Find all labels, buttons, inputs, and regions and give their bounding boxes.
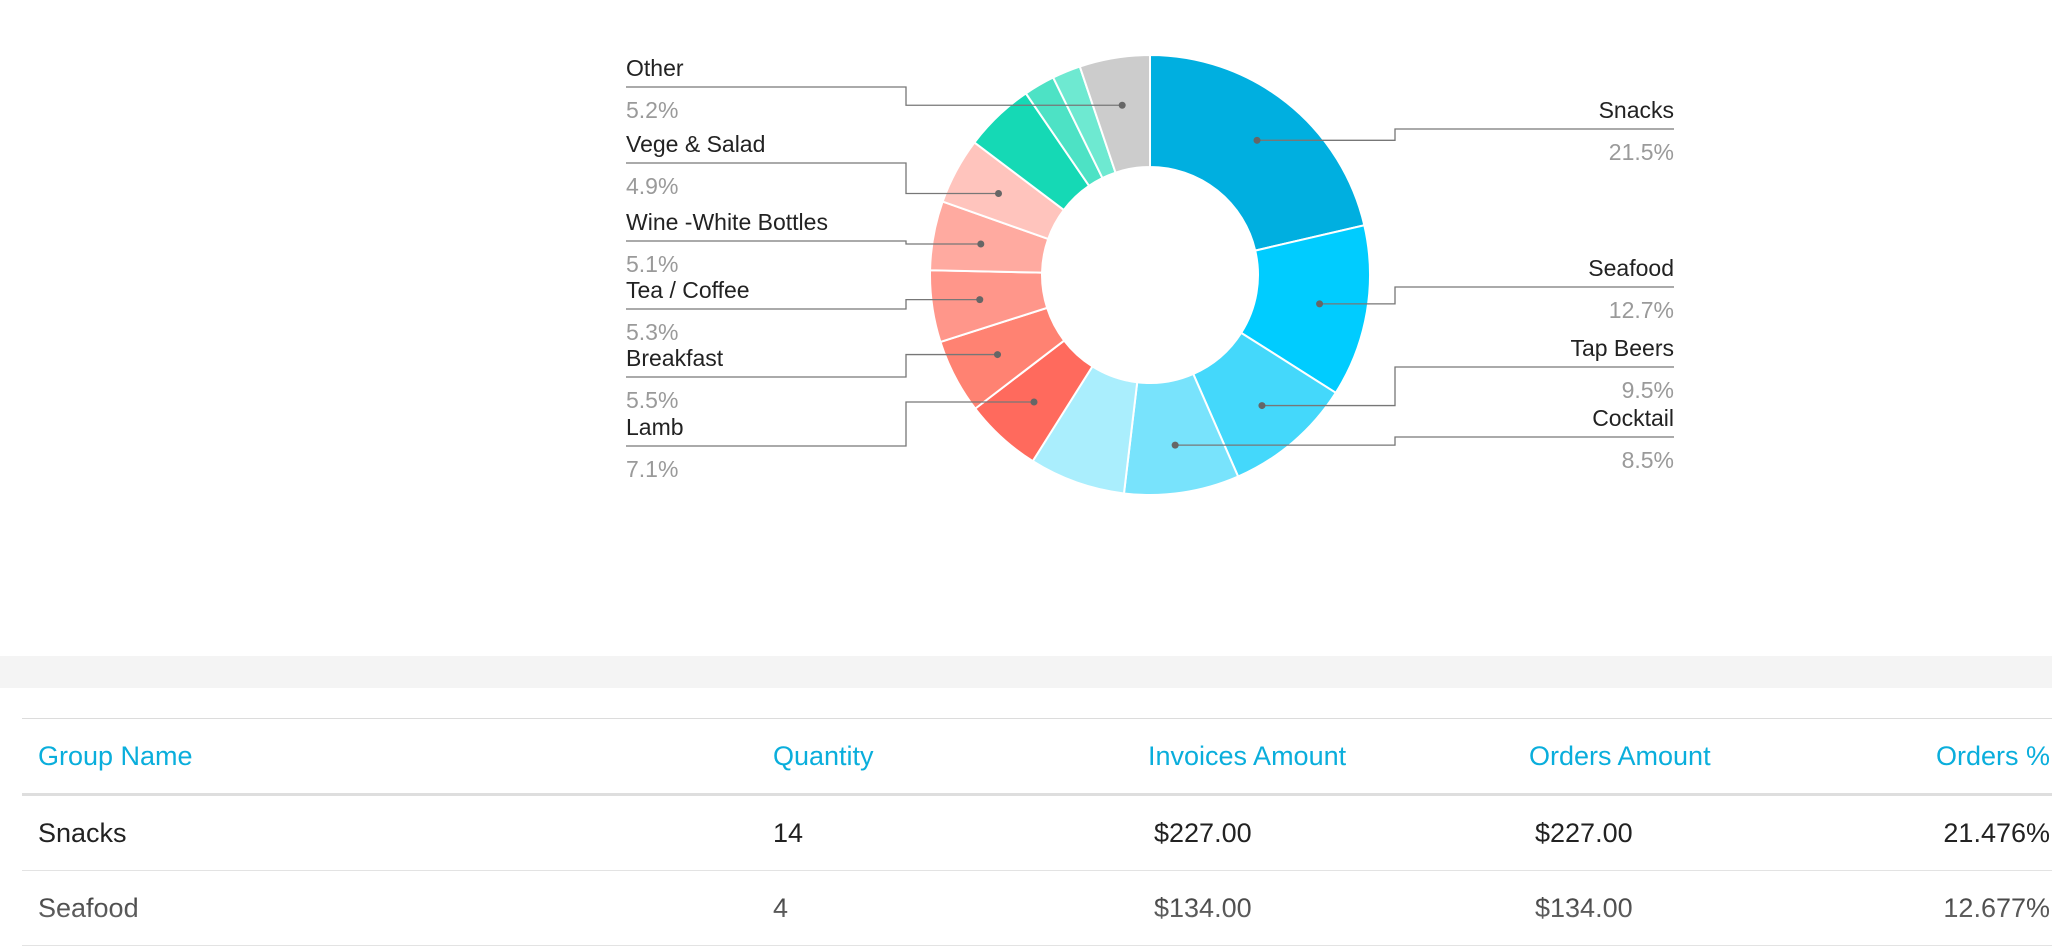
table-row[interactable]: Seafood 4 $134.00 $134.00 12.677%: [22, 870, 2052, 946]
leader-dot-tap-beers: [1258, 402, 1266, 410]
slice-label-vege-salad: Vege & Salad: [626, 131, 765, 157]
slice-label-other: Other: [626, 55, 684, 81]
cell-group-name: Snacks: [22, 794, 773, 871]
slice-pct-tap-beers: 9.5%: [1622, 377, 1674, 403]
leader-dot-lamb: [1030, 398, 1038, 406]
donut-chart-svg: Snacks 21.5% Seafood 12.7% Tap Beers 9.5%Cock…: [626, 53, 1674, 496]
donut-labels: Snacks 21.5% Seafood 12.7% Tap Beers 9.5%Cock…: [626, 55, 1674, 482]
cell-orders-amount: $134.00: [1529, 870, 1910, 946]
column-header-orders-amount[interactable]: Orders Amount: [1529, 719, 1910, 796]
leader-line-lamb: [626, 401, 1035, 447]
slice-label-cocktail: Cocktail: [1592, 405, 1674, 431]
slice-label-snacks: Snacks: [1599, 97, 1674, 123]
leader-line-vege-salad: [626, 162, 999, 195]
column-header-group-name[interactable]: Group Name: [22, 719, 773, 796]
table-header-row: Group Name Quantity Invoices Amount Orde…: [22, 719, 2052, 796]
slice-pct-lamb: 7.1%: [626, 456, 678, 482]
leader-dot-seafood: [1316, 300, 1324, 308]
donut-chart: Snacks 21.5% Seafood 12.7% Tap Beers 9.5% Cock…: [626, 53, 1674, 496]
column-header-orders-pct[interactable]: Orders %: [1910, 719, 2052, 796]
slice-label-tea-coffee: Tea / Coffee: [626, 277, 750, 303]
leader-dot-vege-salad: [995, 190, 1003, 198]
slice-label-breakfast: Breakfast: [626, 345, 724, 371]
leader-line-cocktail: [1175, 436, 1674, 446]
leader-line-wine-white-bottles: [626, 240, 981, 245]
slice-seafood[interactable]: [1239, 224, 1371, 395]
leader-dot-tea-coffee: [976, 296, 984, 304]
cell-quantity: 4: [773, 870, 1148, 946]
cell-orders-pct: 12.677%: [1910, 870, 2052, 946]
leader-line-breakfast: [626, 353, 998, 378]
slice-label-wine-white-bottles: Wine -White Bottles: [626, 209, 828, 235]
cell-invoices-amount: $227.00: [1148, 794, 1529, 871]
slice-pct-tea-coffee: 5.3%: [626, 319, 678, 345]
slice-pct-vege-salad: 4.9%: [626, 173, 678, 199]
slice-label-lamb: Lamb: [626, 414, 684, 440]
cell-group-name: Seafood: [22, 870, 773, 946]
cell-invoices-amount: $134.00: [1148, 870, 1529, 946]
slice-label-seafood: Seafood: [1588, 255, 1674, 281]
cell-orders-amount: $227.00: [1529, 794, 1910, 871]
leader-dot-wine-white-bottles: [977, 240, 985, 248]
slice-pct-seafood: 12.7%: [1609, 297, 1674, 323]
column-header-invoices-amount[interactable]: Invoices Amount: [1148, 719, 1529, 796]
donut-slices: [929, 53, 1371, 496]
leader-line-snacks: [1257, 128, 1674, 141]
leader-dot-snacks: [1253, 136, 1261, 144]
leader-line-tap-beers: [1261, 366, 1674, 407]
leader-dot-cocktail: [1171, 441, 1179, 449]
leader-dot-other: [1118, 101, 1126, 109]
slice-label-tap-beers: Tap Beers: [1570, 335, 1674, 361]
slice-pct-cocktail: 8.5%: [1622, 447, 1674, 473]
section-divider: [0, 656, 2052, 688]
leader-dot-breakfast: [994, 351, 1002, 359]
slice-snacks[interactable]: [1149, 53, 1366, 252]
cell-quantity: 14: [773, 794, 1148, 871]
slice-pct-breakfast: 5.5%: [626, 387, 678, 413]
leader-line-tea-coffee: [626, 298, 980, 310]
slice-other[interactable]: [1078, 53, 1151, 174]
leader-line-other: [626, 86, 1123, 106]
column-header-quantity[interactable]: Quantity: [773, 719, 1148, 796]
slice-pct-wine-white-bottles: 5.1%: [626, 251, 678, 277]
group-table: Group Name Quantity Invoices Amount Orde…: [22, 718, 2052, 946]
slice-pct-other: 5.2%: [626, 97, 678, 123]
slice-pct-snacks: 21.5%: [1609, 139, 1674, 165]
leader-line-seafood: [1319, 286, 1674, 305]
cell-orders-pct: 21.476%: [1910, 794, 2052, 871]
table-row[interactable]: Snacks 14 $227.00 $227.00 21.476%: [22, 794, 2052, 871]
